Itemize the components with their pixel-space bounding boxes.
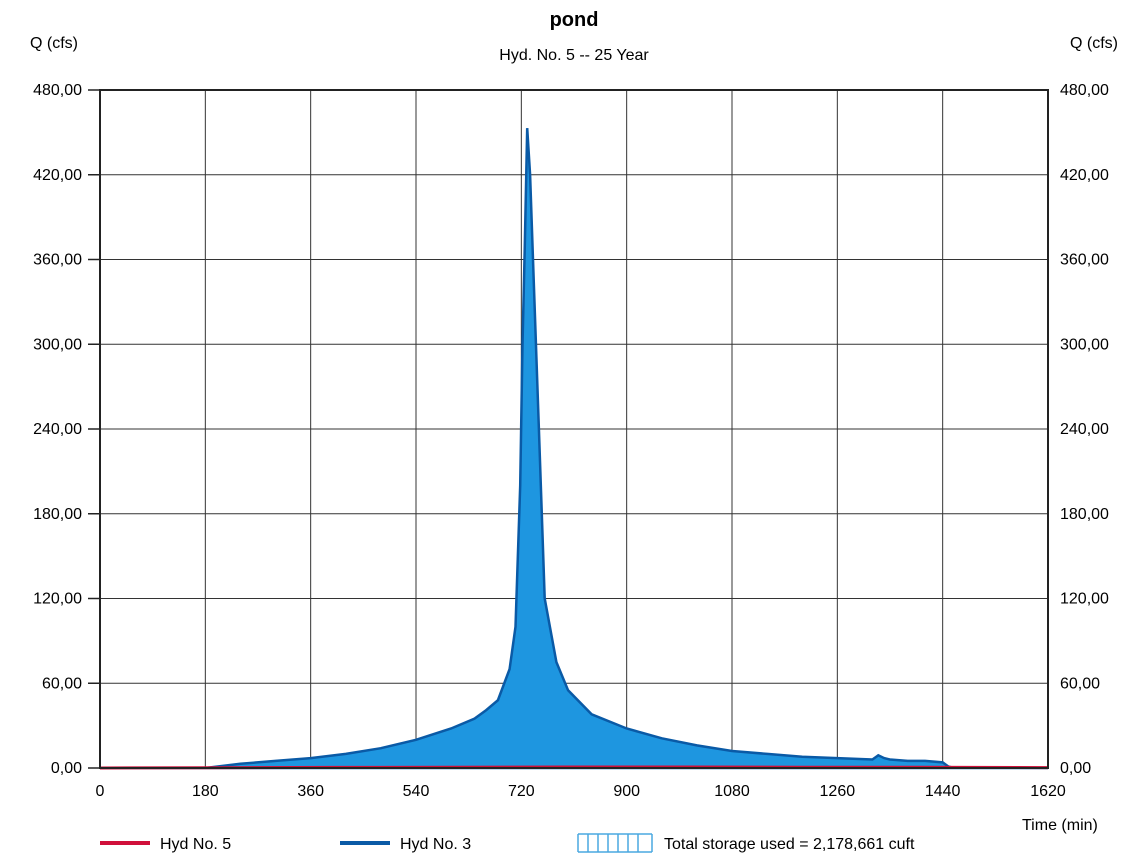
y-tick-label-left: 360,00 xyxy=(33,252,82,269)
y-tick-label-right: 60,00 xyxy=(1060,675,1100,692)
x-tick-label: 540 xyxy=(403,783,430,800)
y-tick-label-right: 360,00 xyxy=(1060,252,1109,269)
x-tick-label: 900 xyxy=(613,783,640,800)
x-tick-label: 720 xyxy=(508,783,535,800)
y-tick-label-right: 420,00 xyxy=(1060,167,1109,184)
x-tick-label: 180 xyxy=(192,783,219,800)
storage-pattern-icon xyxy=(577,833,653,853)
y-tick-label-right: 300,00 xyxy=(1060,336,1109,353)
y-axis-label-right: Q (cfs) xyxy=(1070,35,1118,52)
y-tick-label-right: 240,00 xyxy=(1060,421,1109,438)
legend-label-hyd5: Hyd No. 5 xyxy=(160,836,231,853)
y-tick-label-right: 0,00 xyxy=(1060,760,1091,777)
plot-series xyxy=(99,128,1049,770)
series-hyd3-area xyxy=(100,128,1048,770)
legend: Hyd No. 5 Hyd No. 3 Total storage used =… xyxy=(100,833,915,853)
x-tick-label: 1620 xyxy=(1030,783,1066,800)
y-tick-label-left: 120,00 xyxy=(33,591,82,608)
x-ticks: 0 180 360 540 720 900 1080 1260 1440 1620 xyxy=(96,783,1066,800)
y-tick-label-right: 120,00 xyxy=(1060,591,1109,608)
y-tick-label-left: 60,00 xyxy=(42,675,82,692)
x-tick-label: 360 xyxy=(297,783,324,800)
y-tick-label-left: 480,00 xyxy=(33,82,82,99)
y-tick-label-left: 420,00 xyxy=(33,167,82,184)
x-tick-label: 1260 xyxy=(820,783,856,800)
y-tick-label-right: 480,00 xyxy=(1060,82,1109,99)
x-tick-label: 1080 xyxy=(714,783,750,800)
y-ticks-left: 0,00 60,00 120,00 180,00 240,00 300,00 360,00 4… xyxy=(33,82,100,777)
grid-lines xyxy=(99,89,1049,769)
y-tick-label-left: 180,00 xyxy=(33,506,82,523)
x-tick-label: 0 xyxy=(96,783,105,800)
y-tick-label-right: 180,00 xyxy=(1060,506,1109,523)
y-ticks-right: 0,00 60,00 120,00 180,00 240,00 300,00 360,00 4… xyxy=(1060,82,1109,777)
storage-text: Total storage used = 2,178,661 cuft xyxy=(664,836,915,853)
y-tick-label-left: 0,00 xyxy=(51,760,82,777)
y-axis-label-left: Q (cfs) xyxy=(30,35,78,52)
x-tick-label: 1440 xyxy=(925,783,961,800)
y-tick-label-left: 240,00 xyxy=(33,421,82,438)
chart-title: pond xyxy=(550,9,599,31)
y-tick-label-left: 300,00 xyxy=(33,336,82,353)
legend-label-hyd3: Hyd No. 3 xyxy=(400,836,471,853)
chart-subtitle: Hyd. No. 5 -- 25 Year xyxy=(499,47,649,64)
x-axis-label: Time (min) xyxy=(1022,817,1098,834)
